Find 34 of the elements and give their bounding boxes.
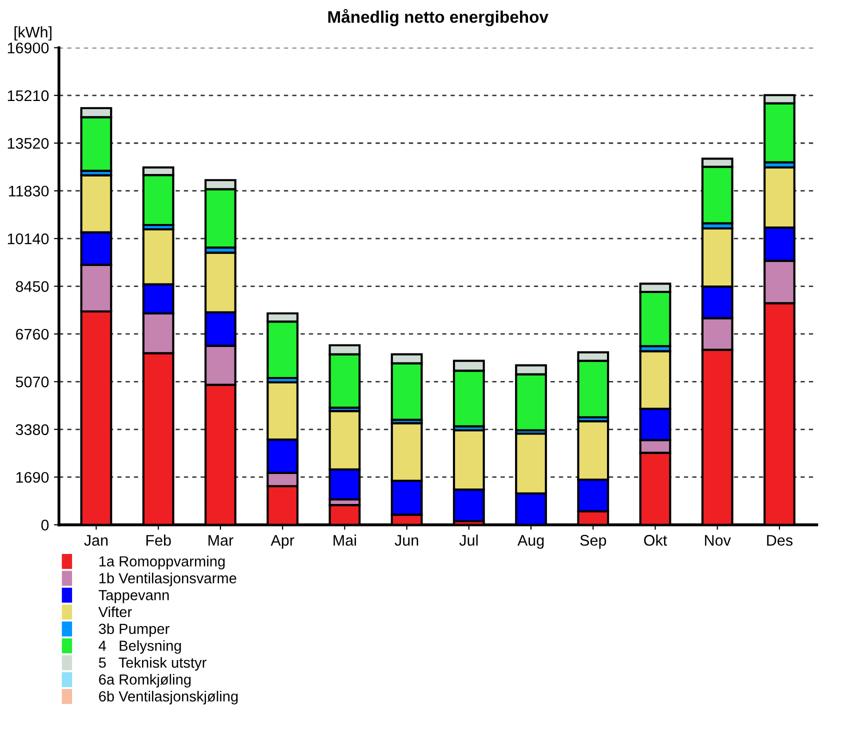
y-tick-label: 6760	[16, 328, 49, 340]
x-tick-label: Apr	[270, 535, 294, 549]
y-tick-label: 10140	[8, 233, 49, 244]
x-tick-label: Aug	[517, 535, 544, 549]
y-tick-label: 16900	[8, 42, 49, 54]
x-tick-label: Feb	[146, 534, 171, 546]
x-tick-label: Okt	[644, 534, 668, 546]
y-tick-label: 8450	[16, 281, 49, 292]
legend-label: Vifter	[98, 606, 132, 618]
legend-label: 6b Ventilasjonskjøling	[99, 690, 238, 704]
legend-label: 6a Romkjøling	[99, 674, 191, 688]
x-tick-label: Jun	[394, 535, 418, 546]
y-tick-label: 5070	[16, 376, 49, 388]
x-tick-label: Jan	[84, 535, 108, 546]
legend-label: Tappevann	[98, 590, 169, 604]
y-axis-title: [kWh]	[14, 26, 52, 41]
x-tick-label: Mai	[334, 534, 356, 546]
y-tick-label: 15210	[8, 90, 49, 102]
y-tick-label: 1690	[16, 472, 49, 483]
legend-label: 3b Pumper	[98, 623, 170, 637]
x-tick-label: Sep	[580, 534, 606, 549]
y-tick-label: 11830	[9, 186, 49, 197]
legend-label: 4 Belysning	[98, 640, 181, 654]
x-tick-label: Nov	[705, 535, 731, 546]
x-tick-label: Des	[767, 535, 793, 546]
y-tick-label: 0	[41, 520, 49, 530]
x-tick-label: Mar	[208, 535, 234, 546]
legend-label: 5 Teknisk utstyr	[98, 657, 206, 671]
legend-label: 1b Ventilasjonsvarme	[99, 572, 236, 586]
legend-label: 1a Romoppvarming	[99, 556, 225, 570]
y-tick-label: 3380	[16, 424, 49, 436]
x-tick-label: Jul	[459, 534, 478, 546]
chart-title: Månedlig netto energibehov	[328, 8, 548, 26]
y-tick-label: 13520	[8, 138, 49, 149]
